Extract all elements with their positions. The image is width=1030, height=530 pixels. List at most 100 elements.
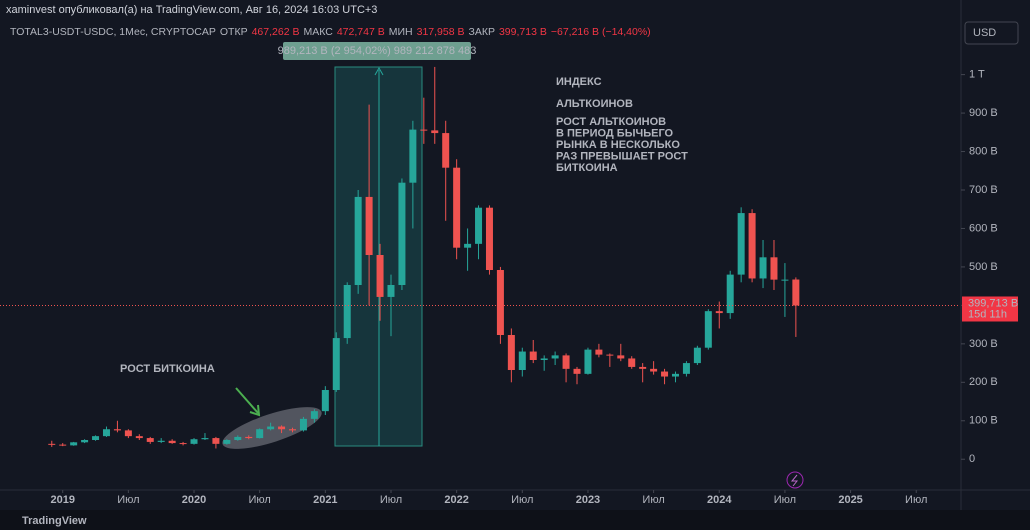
x-tick-label: Июл xyxy=(249,494,271,506)
candle-body xyxy=(682,363,690,374)
candle-body xyxy=(628,358,636,367)
measure-label: 989,213 B (2 954,02%) 989 212 878 483 xyxy=(278,45,477,57)
y-tick-label: 200 B xyxy=(969,376,998,388)
candle-body xyxy=(376,255,384,297)
candle-body xyxy=(299,418,307,431)
measure-label-box xyxy=(283,42,471,60)
footer-bar xyxy=(0,510,1030,530)
candle-body xyxy=(770,257,778,280)
candle-body xyxy=(759,257,767,279)
x-tick-label: Июл xyxy=(380,494,402,506)
annotation-title: ИНДЕКС xyxy=(556,76,602,88)
annotation-title: АЛЬТКОИНОВ xyxy=(556,98,633,110)
y-tick-label: 800 B xyxy=(969,145,998,157)
legend-value: 399,713 B xyxy=(498,26,547,38)
candle-body xyxy=(365,196,373,255)
candle-body xyxy=(113,429,121,431)
candle-body xyxy=(81,440,89,443)
y-tick-label: 1 T xyxy=(969,69,985,81)
candle-body xyxy=(464,243,472,248)
price-label-box xyxy=(962,296,1018,322)
arrow-head xyxy=(249,404,261,417)
x-tick-label: Июл xyxy=(774,494,796,506)
legend-label: МАКС xyxy=(303,26,333,38)
symbol: TOTAL3-USDT-USDC, 1Мес, CRYPTOCAP xyxy=(10,26,216,38)
candle-body xyxy=(234,436,242,440)
event-icon[interactable] xyxy=(786,471,804,489)
x-tick-label: 2023 xyxy=(576,494,600,506)
legend-value: 472,747 B xyxy=(336,26,385,38)
y-tick-label: 300 B xyxy=(969,338,998,350)
candle-body xyxy=(190,439,198,444)
candle-body xyxy=(737,213,745,275)
event-bolt xyxy=(790,474,799,487)
candle-body xyxy=(562,355,570,369)
candle-body xyxy=(748,213,756,279)
candle-body xyxy=(650,368,658,372)
candle-body xyxy=(507,335,515,370)
currency-button[interactable] xyxy=(964,21,1019,45)
candle-body xyxy=(223,440,231,444)
candle-body xyxy=(671,373,679,377)
annotation-text: БИТКОИНА xyxy=(556,162,618,174)
candle-body xyxy=(59,444,67,446)
candle-body xyxy=(693,347,701,364)
candle-body xyxy=(496,270,504,335)
y-tick-label: 600 B xyxy=(969,222,998,234)
legend: TOTAL3-USDT-USDC, 1Мес, CRYPTOCAP ОТКР 46… xyxy=(10,26,651,38)
annotation-text: РАЗ ПРЕВЫШАЕТ РОСТ xyxy=(556,150,688,162)
candle-body xyxy=(420,129,428,131)
candle-body xyxy=(354,196,362,285)
candle-body xyxy=(518,351,526,370)
candle-body xyxy=(321,390,329,412)
candle-body xyxy=(617,355,625,359)
candle-body xyxy=(332,338,340,390)
candle-body xyxy=(289,429,297,431)
x-tick-label: Июл xyxy=(511,494,533,506)
candle-body xyxy=(310,411,318,419)
arrow xyxy=(235,387,259,414)
candle-body xyxy=(704,311,712,348)
measure-arrow-head xyxy=(374,66,384,76)
candle-body xyxy=(781,279,789,281)
candle-body xyxy=(409,129,417,183)
candle-body xyxy=(168,440,176,444)
candle-body xyxy=(267,426,275,430)
candle-body xyxy=(715,311,723,314)
x-tick-label: 2025 xyxy=(838,494,862,506)
x-tick-label: Июл xyxy=(117,494,139,506)
candle-body xyxy=(453,167,461,248)
candle-body xyxy=(124,430,132,437)
candle-body xyxy=(475,207,483,244)
price-label: 399,713 B xyxy=(968,297,1018,309)
x-tick-label: 2021 xyxy=(313,494,337,506)
byline: xaminvest опубликовал(а) на TradingView.… xyxy=(6,4,378,16)
x-tick-label: 2020 xyxy=(182,494,206,506)
candle-body xyxy=(431,130,439,134)
x-tick-label: 2019 xyxy=(50,494,74,506)
candle-body xyxy=(387,285,395,297)
y-tick-label: 700 B xyxy=(969,184,998,196)
candle-body xyxy=(146,438,154,442)
x-tick-label: Июл xyxy=(642,494,664,506)
legend-change: −67,216 B (−14,40%) xyxy=(550,26,651,38)
candle-body xyxy=(726,274,734,314)
x-tick-label: 2024 xyxy=(707,494,732,506)
candle-body xyxy=(135,436,143,439)
candle-body xyxy=(529,351,537,360)
y-tick-label: 900 B xyxy=(969,107,998,119)
candle-body xyxy=(201,438,209,440)
candle-body xyxy=(661,371,669,377)
legend-value: 317,958 B xyxy=(416,26,465,38)
candle-body xyxy=(551,355,559,359)
annotation-text: В ПЕРИОД БЫЧЬЕГО xyxy=(556,127,674,139)
candle-body xyxy=(179,443,187,445)
footer-brand: TradingView xyxy=(22,515,87,527)
candle-body xyxy=(485,207,493,270)
y-tick-label: 500 B xyxy=(969,261,998,273)
legend-value: 467,262 B xyxy=(251,26,300,38)
candle-body xyxy=(102,429,110,437)
candle-body xyxy=(540,358,548,360)
